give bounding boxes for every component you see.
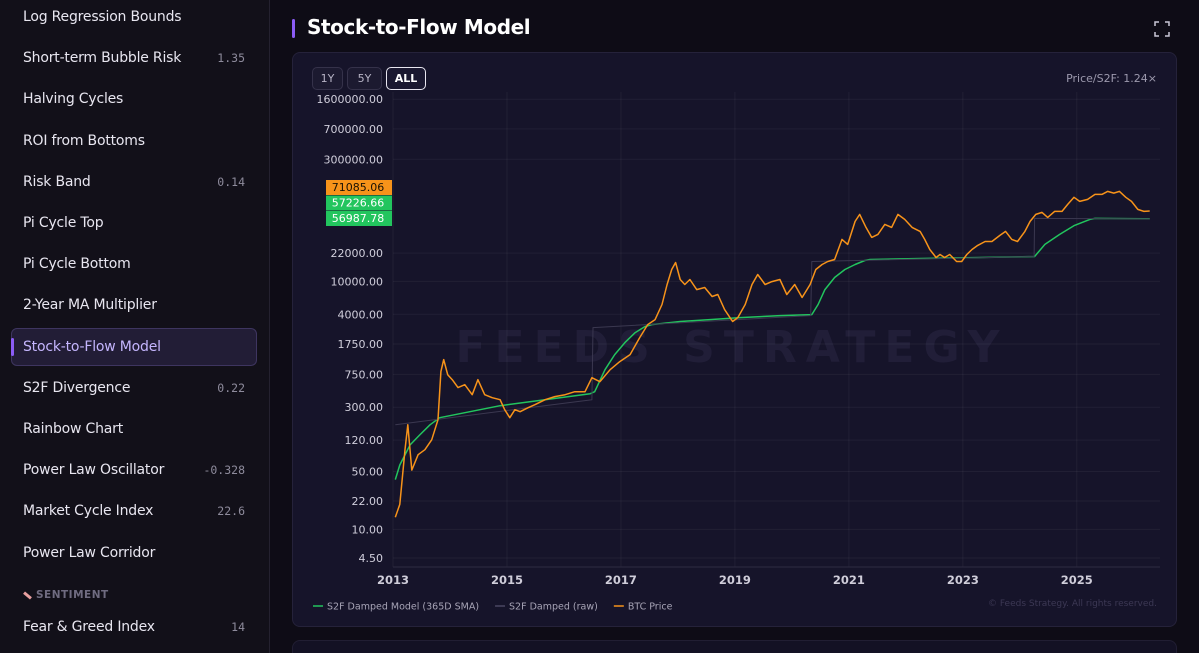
- nav-label: Pi Cycle Top: [23, 215, 104, 231]
- nav-item[interactable]: Log Regression Bounds: [11, 0, 257, 36]
- x-tick-label: 2023: [947, 573, 979, 587]
- range-button[interactable]: 5Y: [347, 67, 382, 90]
- chart: FEEDS STRATEGY 4.50 10.00 22.00 50.00 120.00 3…: [313, 92, 1160, 613]
- nav-item[interactable]: Power Law Oscillator -0.328: [11, 451, 257, 489]
- nav-label: ROI from Bottoms: [23, 133, 145, 149]
- y-tick-label: 120.00: [345, 434, 384, 447]
- section-header: SENTIMENT: [23, 589, 109, 601]
- nav-item[interactable]: Fear & Greed Index 14: [11, 608, 257, 646]
- range-button[interactable]: 1Y: [312, 67, 343, 90]
- nav-value: 0.22: [217, 381, 245, 395]
- nav-item[interactable]: Pi Cycle Bottom: [11, 245, 257, 283]
- range-button[interactable]: ALL: [386, 67, 426, 90]
- series-line: [394, 190, 1150, 518]
- nav-label: Pi Cycle Bottom: [23, 256, 131, 272]
- current-value-tag: [326, 211, 392, 226]
- next-panel: [292, 640, 1177, 653]
- legend-label: S2F Damped Model (365D SMA): [327, 602, 479, 613]
- nav-item[interactable]: Risk Band 0.14: [11, 163, 257, 201]
- watermark: FEEDS STRATEGY: [455, 322, 1008, 373]
- y-tick-label: 50.00: [352, 466, 384, 479]
- y-tick-label: 300000.00: [324, 153, 384, 166]
- nav-label: Risk Band: [23, 174, 91, 190]
- nav-item[interactable]: Short-term Bubble Risk 1.35: [11, 39, 257, 77]
- nav-label: Short-term Bubble Risk: [23, 50, 182, 66]
- current-value-tag: [326, 195, 392, 211]
- y-tick-label: 1750.00: [338, 338, 384, 351]
- copyright: © Feeds Strategy. All rights reserved.: [988, 599, 1157, 609]
- x-tick-label: 2017: [605, 573, 637, 587]
- y-tick-label: 22.00: [352, 495, 384, 508]
- nav-value: 22.6: [217, 504, 245, 518]
- y-tick-label: 22000.00: [331, 247, 384, 260]
- y-tick-label: 10.00: [352, 523, 384, 536]
- current-value-label: 71085.06: [332, 181, 385, 194]
- current-value-label: 56987.78: [332, 212, 385, 225]
- page-title: Stock-to-Flow Model: [307, 15, 531, 39]
- nav-item[interactable]: Pi Cycle Top: [11, 204, 257, 242]
- legend-label: BTC Price: [628, 602, 673, 613]
- x-tick-label: 2019: [719, 573, 751, 587]
- y-tick-label: 300.00: [345, 401, 384, 414]
- x-tick-label: 2013: [377, 573, 409, 587]
- nav-label: Rainbow Chart: [23, 421, 123, 437]
- nav-label: Power Law Corridor: [23, 545, 156, 561]
- y-tick-label: 1600000.00: [317, 93, 383, 106]
- nav-label: Log Regression Bounds: [23, 9, 182, 25]
- nav-item[interactable]: S2F Divergence 0.22: [11, 369, 257, 407]
- nav-item[interactable]: ROI from Bottoms: [11, 122, 257, 160]
- section-icon: [23, 590, 32, 600]
- y-tick-label: 4.50: [359, 552, 384, 565]
- nav-label: S2F Divergence: [23, 380, 131, 396]
- expand-icon[interactable]: [1154, 21, 1170, 37]
- nav-value: -0.328: [203, 463, 245, 477]
- nav-item[interactable]: Halving Cycles: [11, 80, 257, 118]
- nav-label: 2-Year MA Multiplier: [23, 297, 157, 313]
- y-tick-label: 700000.00: [324, 123, 384, 136]
- x-tick-label: 2015: [491, 573, 523, 587]
- nav-value: 14: [231, 620, 245, 634]
- nav-label: Power Law Oscillator: [23, 462, 165, 478]
- legend-label: S2F Damped (raw): [509, 602, 598, 613]
- current-value-label: 57226.66: [332, 197, 385, 210]
- nav-item[interactable]: Rainbow Chart: [11, 410, 257, 448]
- sidebar: Log Regression Bounds Short-term Bubble R…: [0, 0, 270, 653]
- nav-label: Market Cycle Index: [23, 503, 154, 519]
- chart-panel: [292, 52, 1177, 627]
- nav-label: Fear & Greed Index: [23, 619, 155, 635]
- nav-item[interactable]: Market Cycle Index 22.6: [11, 492, 257, 530]
- nav-item[interactable]: Power Law Corridor: [11, 534, 257, 572]
- nav-label: Halving Cycles: [23, 91, 124, 107]
- series-line: [395, 217, 1150, 426]
- x-tick-label: 2025: [1061, 573, 1093, 587]
- section-label: SENTIMENT: [36, 589, 109, 601]
- y-tick-label: 10000.00: [331, 275, 384, 288]
- nav-label: Stock-to-Flow Model: [23, 339, 161, 355]
- y-tick-label: 750.00: [345, 368, 384, 381]
- y-tick-label: 4000.00: [338, 308, 384, 321]
- ratio-label: Price/S2F: 1.24×: [1066, 72, 1157, 85]
- current-value-tag: [326, 180, 392, 195]
- nav-value: 1.35: [217, 51, 245, 65]
- nav-item[interactable]: 2-Year MA Multiplier: [11, 286, 257, 324]
- title-accent: [292, 19, 295, 38]
- nav-item[interactable]: Stock-to-Flow Model: [11, 328, 257, 366]
- x-tick-label: 2021: [833, 573, 865, 587]
- nav-value: 0.14: [217, 175, 245, 189]
